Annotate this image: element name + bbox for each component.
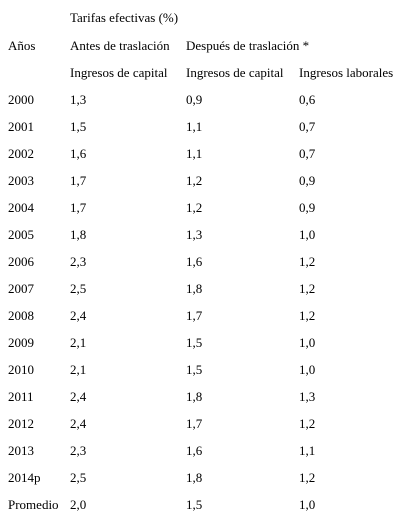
row-year: 2014p: [8, 470, 41, 485]
subheader-labor-income-after: Ingresos laborales: [299, 65, 394, 80]
row-year: 2010: [8, 362, 34, 377]
row-year: 2009: [8, 335, 34, 350]
row-after-labor: 1,0: [299, 497, 316, 512]
subheader-capital-income-before: Ingresos de capital: [70, 65, 168, 80]
row-after-capital: 1,2: [186, 173, 203, 188]
row-after-labor: 1,0: [299, 227, 316, 242]
row-before-capital: 2,4: [70, 308, 87, 323]
row-after-labor: 0,9: [299, 200, 316, 215]
row-before-capital: 1,3: [70, 92, 87, 107]
row-after-labor: 0,7: [299, 119, 316, 134]
row-before-capital: 2,1: [70, 362, 87, 377]
row-before-capital: 1,5: [70, 119, 87, 134]
row-year: 2002: [8, 146, 34, 161]
row-after-capital: 1,7: [186, 416, 203, 431]
row-after-capital: 1,3: [186, 227, 203, 242]
row-before-capital: 2,0: [70, 497, 87, 512]
row-year: Promedio: [8, 497, 59, 512]
table-row: 2013 2,3 1,6 1,1: [0, 443, 409, 470]
row-year: 2008: [8, 308, 34, 323]
row-before-capital: 2,5: [70, 470, 87, 485]
header-before-translation: Antes de traslación: [70, 38, 170, 53]
table-row: 2003 1,7 1,2 0,9: [0, 173, 409, 200]
row-year: 2013: [8, 443, 34, 458]
row-before-capital: 2,1: [70, 335, 87, 350]
row-year: 2006: [8, 254, 34, 269]
row-after-capital: 1,8: [186, 470, 203, 485]
table-row: 2014p 2,5 1,8 1,2: [0, 470, 409, 497]
header-years: Años: [8, 38, 36, 53]
row-year: 2000: [8, 92, 34, 107]
row-after-labor: 1,1: [299, 443, 316, 458]
subheader-capital-income-after: Ingresos de capital: [186, 65, 284, 80]
row-before-capital: 2,3: [70, 254, 87, 269]
row-after-labor: 1,2: [299, 470, 316, 485]
row-year: 2005: [8, 227, 34, 242]
row-year: 2003: [8, 173, 34, 188]
row-before-capital: 2,4: [70, 416, 87, 431]
row-after-capital: 1,8: [186, 281, 203, 296]
header-after-translation: Después de traslación *: [186, 38, 310, 53]
row-after-labor: 1,0: [299, 335, 316, 350]
row-year: 2012: [8, 416, 34, 431]
row-after-labor: 1,2: [299, 254, 316, 269]
table-row: 2004 1,7 1,2 0,9: [0, 200, 409, 227]
row-after-capital: 1,1: [186, 146, 203, 161]
table-row: 2002 1,6 1,1 0,7: [0, 146, 409, 173]
table-row: 2007 2,5 1,8 1,2: [0, 281, 409, 308]
table-row: 2001 1,5 1,1 0,7: [0, 119, 409, 146]
row-after-capital: 0,9: [186, 92, 203, 107]
row-after-capital: 1,5: [186, 362, 203, 377]
row-after-capital: 1,7: [186, 308, 203, 323]
table-row: Promedio 2,0 1,5 1,0: [0, 497, 409, 524]
table-row: 2005 1,8 1,3 1,0: [0, 227, 409, 254]
row-year: 2004: [8, 200, 34, 215]
table-row: 2012 2,4 1,7 1,2: [0, 416, 409, 443]
row-before-capital: 1,6: [70, 146, 87, 161]
row-after-labor: 0,7: [299, 146, 316, 161]
row-after-labor: 1,2: [299, 281, 316, 296]
row-year: 2001: [8, 119, 34, 134]
table-row: 2000 1,3 0,9 0,6: [0, 92, 409, 119]
row-after-capital: 1,1: [186, 119, 203, 134]
row-year: 2007: [8, 281, 34, 296]
row-after-labor: 1,2: [299, 416, 316, 431]
table-row: 2010 2,1 1,5 1,0: [0, 362, 409, 389]
row-after-labor: 1,3: [299, 389, 316, 404]
row-after-capital: 1,6: [186, 254, 203, 269]
row-before-capital: 1,8: [70, 227, 87, 242]
row-after-labor: 0,6: [299, 92, 316, 107]
table-row: 2006 2,3 1,6 1,2: [0, 254, 409, 281]
row-before-capital: 2,5: [70, 281, 87, 296]
row-before-capital: 1,7: [70, 173, 87, 188]
row-after-labor: 1,0: [299, 362, 316, 377]
row-after-labor: 1,2: [299, 308, 316, 323]
row-before-capital: 1,7: [70, 200, 87, 215]
table-row: 2011 2,4 1,8 1,3: [0, 389, 409, 416]
super-header-effective-rates: Tarifas efectivas (%): [70, 10, 179, 25]
row-before-capital: 2,4: [70, 389, 87, 404]
table-row: 2009 2,1 1,5 1,0: [0, 335, 409, 362]
row-year: 2011: [8, 389, 34, 404]
row-after-capital: 1,8: [186, 389, 203, 404]
row-after-capital: 1,2: [186, 200, 203, 215]
table-row: 2008 2,4 1,7 1,2: [0, 308, 409, 335]
row-before-capital: 2,3: [70, 443, 87, 458]
row-after-labor: 0,9: [299, 173, 316, 188]
row-after-capital: 1,5: [186, 335, 203, 350]
row-after-capital: 1,5: [186, 497, 203, 512]
row-after-capital: 1,6: [186, 443, 203, 458]
